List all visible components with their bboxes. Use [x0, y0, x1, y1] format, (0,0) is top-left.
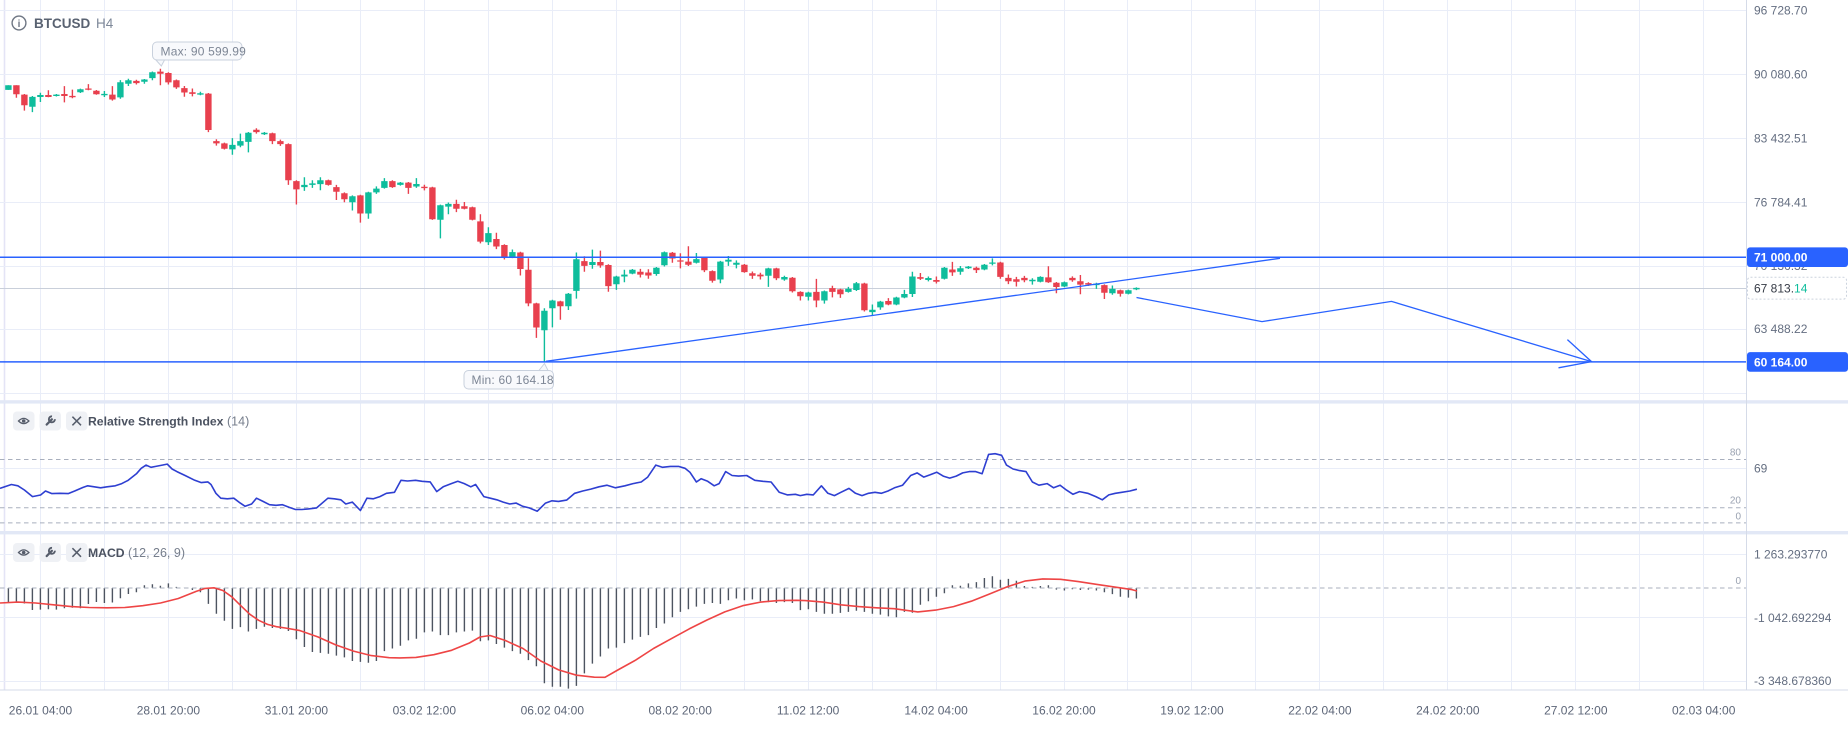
- svg-text:63 488.22: 63 488.22: [1754, 322, 1808, 336]
- svg-text:26.01 04:00: 26.01 04:00: [9, 704, 73, 718]
- svg-text:24.02 20:00: 24.02 20:00: [1416, 704, 1480, 718]
- svg-text:1 263.293770: 1 263.293770: [1754, 547, 1828, 561]
- svg-text:Max: 90 599.99: Max: 90 599.99: [161, 45, 247, 59]
- svg-text:69: 69: [1754, 461, 1768, 475]
- svg-text:MACD: MACD: [88, 546, 125, 560]
- svg-text:96 728.70: 96 728.70: [1754, 3, 1808, 17]
- svg-text:11.02 12:00: 11.02 12:00: [777, 704, 840, 718]
- svg-text:Min: 60 164.18: Min: 60 164.18: [472, 373, 554, 387]
- svg-text:76 784.41: 76 784.41: [1754, 195, 1808, 209]
- svg-text:06.02 04:00: 06.02 04:00: [521, 704, 585, 718]
- svg-text:27.02 12:00: 27.02 12:00: [1544, 704, 1608, 718]
- svg-text:(12, 26, 9): (12, 26, 9): [128, 546, 185, 560]
- svg-text:14.02 04:00: 14.02 04:00: [904, 704, 968, 718]
- svg-text:0: 0: [1735, 512, 1741, 523]
- svg-text:22.02 04:00: 22.02 04:00: [1288, 704, 1352, 718]
- svg-text:90 080.60: 90 080.60: [1754, 67, 1808, 81]
- svg-text:BTCUSD: BTCUSD: [34, 16, 90, 31]
- svg-text:71 000.00: 71 000.00: [1754, 251, 1808, 265]
- svg-text:0: 0: [1735, 576, 1741, 587]
- svg-text:-3 348.678360: -3 348.678360: [1754, 674, 1832, 688]
- svg-text:67 813.14: 67 813.14: [1754, 282, 1808, 296]
- svg-text:i: i: [18, 19, 21, 30]
- svg-text:-1 042.692294: -1 042.692294: [1754, 611, 1832, 625]
- svg-text:83 432.51: 83 432.51: [1754, 131, 1808, 145]
- svg-text:16.02 20:00: 16.02 20:00: [1032, 704, 1096, 718]
- svg-text:80: 80: [1730, 447, 1742, 458]
- svg-text:Relative Strength Index: Relative Strength Index: [88, 415, 224, 429]
- svg-text:H4: H4: [96, 16, 114, 31]
- svg-text:28.01 20:00: 28.01 20:00: [137, 704, 201, 718]
- svg-text:08.02 20:00: 08.02 20:00: [648, 704, 712, 718]
- svg-text:(14): (14): [227, 415, 249, 429]
- svg-text:02.03 04:00: 02.03 04:00: [1672, 704, 1736, 718]
- svg-text:31.01 20:00: 31.01 20:00: [265, 704, 329, 718]
- svg-text:20: 20: [1730, 496, 1742, 507]
- svg-text:19.02 12:00: 19.02 12:00: [1160, 704, 1224, 718]
- svg-text:03.02 12:00: 03.02 12:00: [393, 704, 457, 718]
- svg-text:60 164.00: 60 164.00: [1754, 355, 1808, 369]
